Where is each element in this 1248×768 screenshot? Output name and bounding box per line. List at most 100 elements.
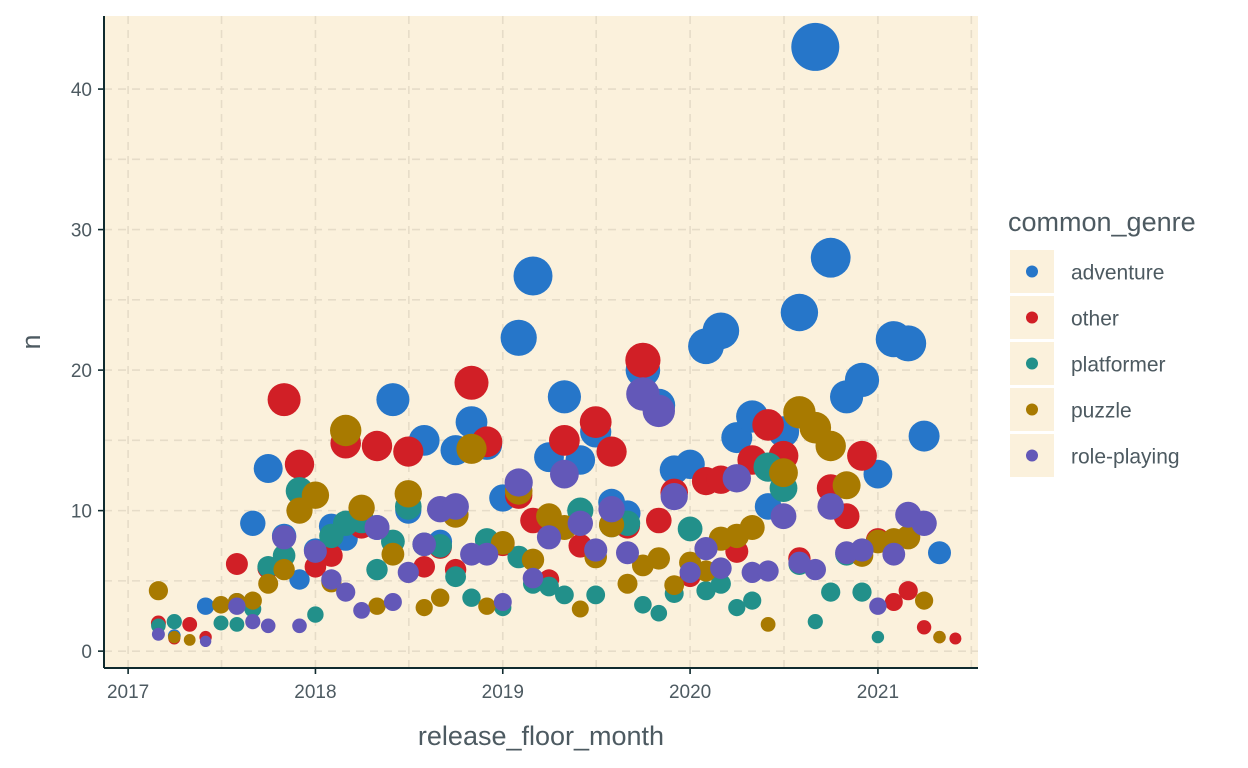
point-role-playing [694,537,718,561]
x-tick-label: 2020 [669,682,711,703]
point-adventure [376,383,410,417]
point-puzzle [815,430,846,462]
y-tick-label: 30 [71,221,92,242]
y-tick-label: 20 [71,361,92,382]
x-tick-label: 2017 [107,682,149,703]
point-role-playing [364,515,390,540]
point-adventure [791,22,840,71]
point-role-playing [882,542,906,566]
point-adventure [513,256,553,296]
x-axis-title: release_floor_month [418,721,664,751]
point-role-playing [642,394,675,428]
point-platformer [634,596,652,614]
point-other [898,581,918,601]
legend-title: common_genre [1008,207,1196,237]
point-role-playing [817,493,844,520]
point-role-playing [722,464,751,493]
point-puzzle [183,634,196,646]
point-role-playing [567,510,593,536]
point-adventure [844,362,880,397]
y-tick-label: 0 [81,642,92,663]
point-role-playing [442,493,469,520]
point-role-playing [260,618,276,634]
point-adventure [240,510,266,536]
point-platformer [696,581,716,601]
point-adventure [500,319,537,356]
point-adventure [928,541,951,565]
legend-label-platformer: platformer [1071,354,1166,377]
point-other [284,449,315,479]
point-puzzle [915,591,934,610]
point-adventure [547,380,582,414]
point-role-playing [504,468,533,497]
legend-key-adventure [1026,265,1038,278]
legend-label-puzzle: puzzle [1071,400,1132,423]
y-tick-label: 40 [71,80,92,101]
x-tick-label: 2019 [482,682,524,703]
point-platformer [728,599,746,617]
y-axis-title: n [16,334,46,349]
point-platformer [852,582,872,602]
point-platformer [213,615,229,631]
point-puzzle [521,548,545,571]
point-role-playing [710,557,732,579]
point-puzzle [212,596,230,614]
point-role-playing [679,561,701,584]
point-other [267,383,301,417]
point-puzzle [664,575,685,595]
data-points [148,22,962,647]
point-other [884,593,903,611]
point-role-playing [598,496,625,523]
point-platformer [677,516,703,542]
point-platformer [166,614,182,630]
point-puzzle [832,471,861,500]
point-role-playing [321,569,342,590]
x-tick-label: 2018 [294,682,336,703]
legend-key-puzzle [1026,403,1038,416]
point-adventure [780,293,819,332]
point-role-playing [757,560,779,582]
point-platformer [807,614,823,630]
point-role-playing [536,525,562,550]
point-platformer [229,617,245,632]
point-platformer [539,576,559,597]
legend-label-adventure: adventure [1071,262,1164,285]
point-role-playing [660,483,688,511]
legend-key-platformer [1026,357,1038,370]
point-puzzle [381,542,405,566]
point-platformer [586,585,606,605]
point-platformer [445,566,466,588]
point-platformer [555,585,574,605]
point-role-playing [151,627,165,641]
point-puzzle [617,573,638,594]
point-puzzle [456,433,487,464]
point-adventure [908,420,940,452]
point-role-playing [911,510,937,536]
point-adventure [289,569,310,590]
legend: adventure other platformer puzzle role-playi… [1010,250,1180,477]
point-other [847,440,877,471]
point-puzzle [571,600,589,618]
point-other [646,507,672,534]
point-other [225,553,248,575]
point-other [361,430,393,462]
point-puzzle [478,597,496,615]
point-puzzle [301,481,330,509]
point-adventure [702,312,740,350]
tick-marks: 0 10 20 30 40 2017 2018 2019 2020 2021 [71,80,899,703]
point-role-playing [550,459,579,489]
legend-label-other: other [1071,308,1119,331]
point-role-playing [228,597,246,615]
point-puzzle [431,588,450,607]
point-other [625,342,661,378]
point-role-playing [292,618,307,634]
point-other [182,617,198,632]
y-tick-label: 10 [71,502,92,523]
point-role-playing [770,503,797,530]
point-role-playing [199,635,212,647]
point-role-playing [741,561,763,584]
point-platformer [257,556,280,578]
point-puzzle [368,597,386,615]
point-role-playing [804,558,826,581]
